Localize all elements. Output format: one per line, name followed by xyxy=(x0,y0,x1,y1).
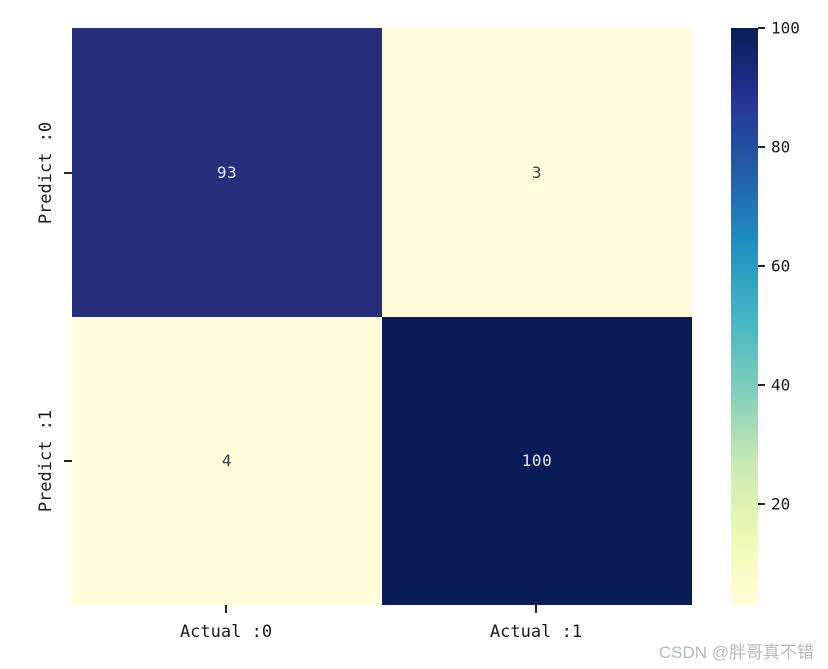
y-tick-mark-predict0 xyxy=(64,172,72,174)
colorbar-tick-label-80: 80 xyxy=(771,137,791,157)
colorbar xyxy=(731,28,758,605)
colorbar-tick-label-60: 60 xyxy=(771,256,791,276)
colorbar-tick-mark-80 xyxy=(758,145,765,148)
watermark: CSDN @胖哥真不错 xyxy=(658,643,814,662)
cell-value: 93 xyxy=(216,162,238,182)
cell-value: 3 xyxy=(531,162,543,182)
cell-value: 100 xyxy=(521,451,553,471)
heatmap-grid: 93 3 4 100 xyxy=(72,28,692,605)
heatmap-cell-predict0-actual0: 93 xyxy=(72,28,382,317)
heatmap-cell-predict1-actual1: 100 xyxy=(382,316,692,605)
y-axis-label-predict1: Predict :1 xyxy=(36,409,56,513)
y-tick-mark-predict1 xyxy=(64,460,72,462)
heatmap-cell-predict0-actual1: 3 xyxy=(382,28,692,317)
colorbar-tick-mark-100 xyxy=(758,27,765,29)
colorbar-tick-label-40: 40 xyxy=(771,375,791,395)
x-axis-label-actual1: Actual :1 xyxy=(489,622,583,642)
heatmap-cell-predict1-actual0: 4 xyxy=(72,316,382,605)
colorbar-tick-mark-20 xyxy=(758,502,765,505)
colorbar-tick-label-20: 20 xyxy=(771,494,791,514)
colorbar-tick-label-100: 100 xyxy=(771,18,800,38)
y-axis-label-predict0: Predict :0 xyxy=(36,121,56,225)
colorbar-tick-mark-40 xyxy=(758,383,765,386)
x-tick-mark-actual1 xyxy=(535,605,537,613)
x-tick-mark-actual0 xyxy=(225,605,227,613)
colorbar-tick-mark-60 xyxy=(758,264,765,267)
cell-value: 4 xyxy=(221,451,233,471)
x-axis-label-actual0: Actual :0 xyxy=(179,622,273,642)
